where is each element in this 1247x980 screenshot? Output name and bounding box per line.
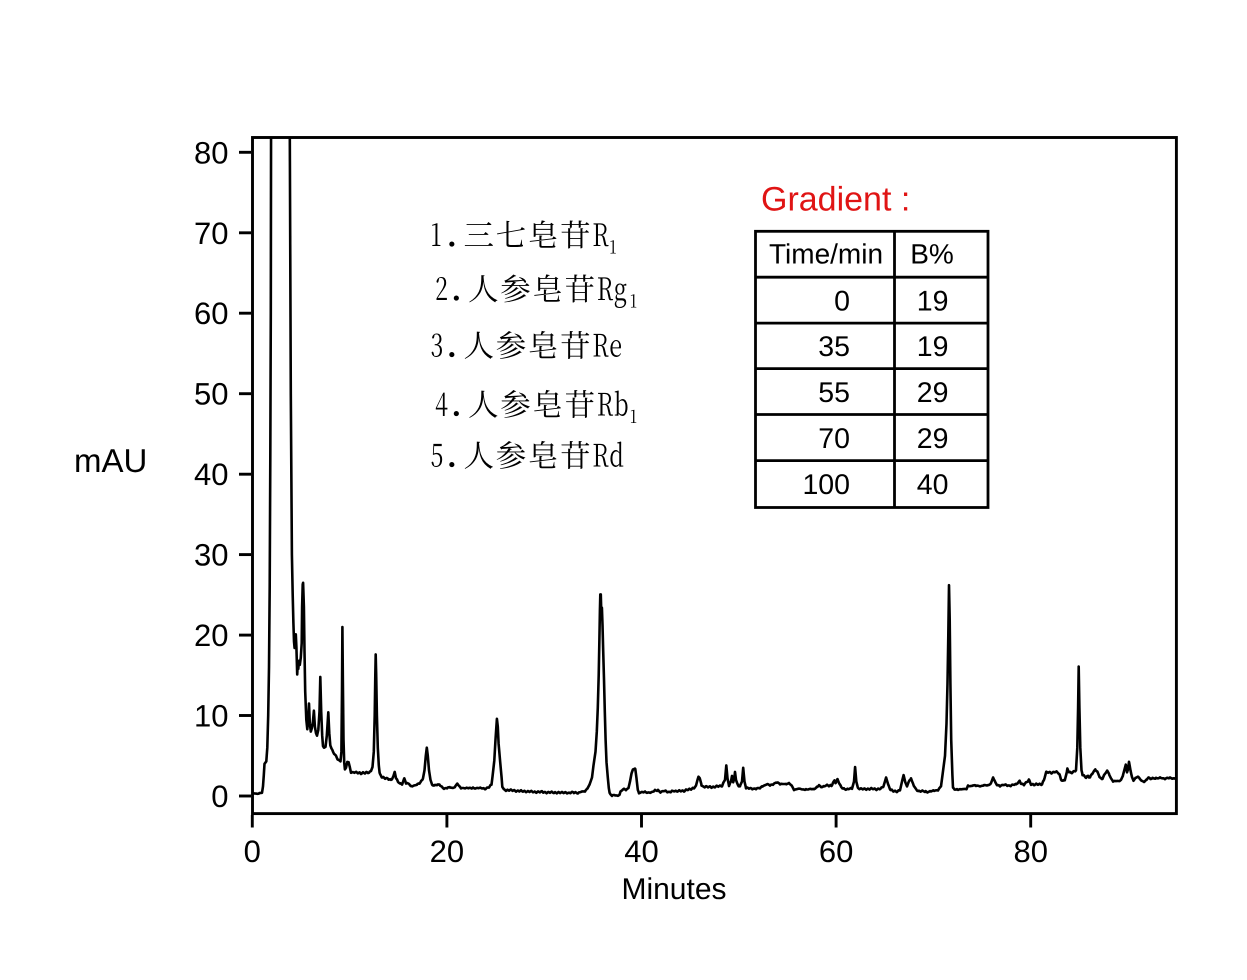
svg-text:60: 60 [194,296,228,331]
svg-text:30: 30 [194,538,228,573]
svg-text:100: 100 [802,469,850,501]
svg-text:10: 10 [194,699,228,734]
svg-text:40: 40 [917,469,949,501]
svg-text:19: 19 [917,331,949,363]
svg-text:20: 20 [430,834,464,869]
svg-text:35: 35 [818,331,850,363]
svg-text:0: 0 [834,285,850,317]
svg-text:20: 20 [194,618,228,653]
svg-text:Gradient :: Gradient : [761,181,910,219]
svg-text:29: 29 [917,423,949,455]
svg-text:Minutes: Minutes [621,873,726,906]
svg-text:50: 50 [194,377,228,412]
svg-text:70: 70 [818,423,850,455]
svg-text:B%: B% [910,239,954,270]
svg-text:Time/min: Time/min [769,239,883,270]
svg-text:60: 60 [819,834,853,869]
svg-text:0: 0 [244,834,261,869]
svg-text:40: 40 [194,457,228,492]
svg-text:55: 55 [818,377,850,409]
svg-text:mAU: mAU [74,442,147,479]
svg-text:19: 19 [917,285,949,317]
svg-text:0: 0 [211,779,228,814]
svg-text:70: 70 [194,216,228,251]
svg-text:80: 80 [1013,834,1047,869]
svg-text:40: 40 [624,834,658,869]
svg-text:29: 29 [917,377,949,409]
svg-text:80: 80 [194,135,228,170]
